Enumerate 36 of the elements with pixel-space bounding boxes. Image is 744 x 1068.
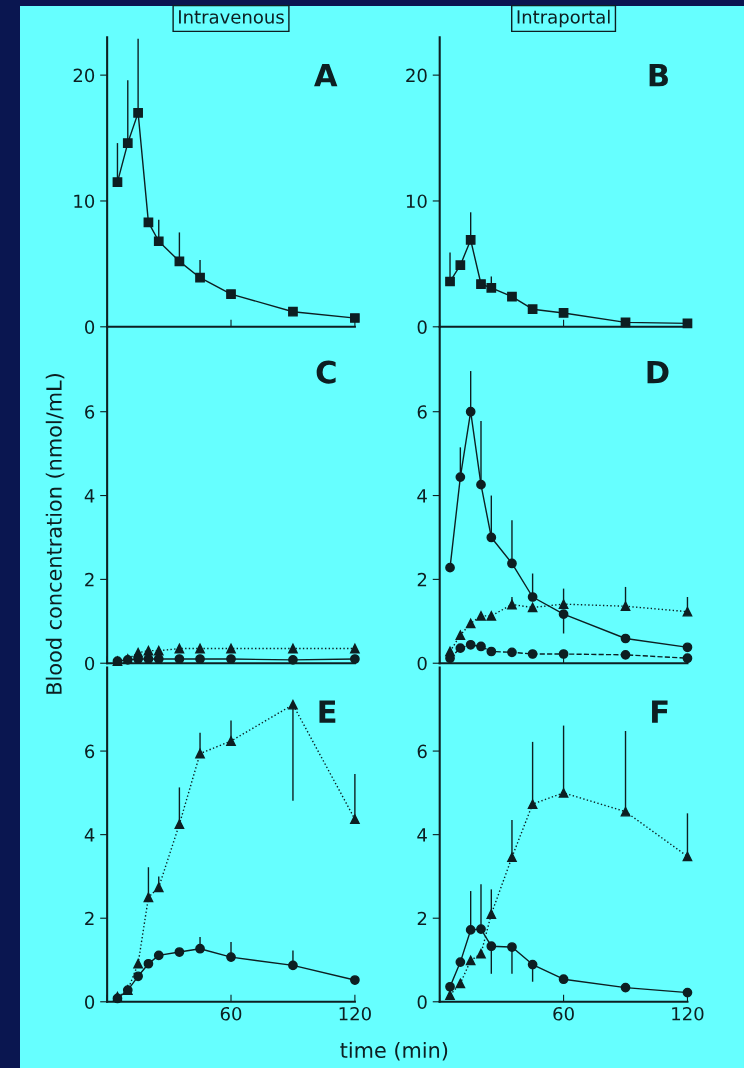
y-tick-label: 6 xyxy=(417,405,427,419)
y-tick-label: 0 xyxy=(85,320,95,334)
x-tick-label: 120 xyxy=(339,1006,371,1021)
y-tick-label: 2 xyxy=(85,572,94,587)
y-tick-label: 0 xyxy=(417,656,427,671)
y-tick-label: 4 xyxy=(417,489,427,503)
y-tick-label: 2 xyxy=(417,572,427,587)
x-tick-label: 120 xyxy=(672,1006,704,1021)
y-tick-label: 6 xyxy=(417,744,427,759)
annotation: F xyxy=(652,700,668,723)
y-tick-label: 0 xyxy=(417,320,427,334)
x-tick-label: 60 xyxy=(220,1006,242,1021)
chart-title: Intravenous xyxy=(179,10,284,24)
y-axis-title: Blood concentration (nmol/mL) xyxy=(45,374,65,694)
chart-title: Intraportal xyxy=(517,9,610,28)
y-tick-label: 0 xyxy=(85,656,95,671)
annotation: A xyxy=(314,64,338,87)
x-tick-label: 60 xyxy=(553,1006,574,1021)
y-tick-label: 2 xyxy=(85,911,94,926)
y-tick-label: 20 xyxy=(406,68,427,83)
y-tick-label: 0 xyxy=(417,995,427,1009)
annotation: B xyxy=(649,64,668,87)
y-tick-label: 6 xyxy=(85,405,95,419)
x-axis-title: time (min) xyxy=(340,1041,448,1061)
y-tick-label: 10 xyxy=(406,194,427,209)
y-tick-label: 4 xyxy=(417,828,427,842)
y-tick-label: 20 xyxy=(73,68,95,83)
y-tick-label: 4 xyxy=(84,489,95,503)
y-tick-label: 4 xyxy=(84,828,95,842)
y-tick-label: 0 xyxy=(85,995,95,1009)
y-tick-label: 10 xyxy=(74,194,95,209)
y-tick-label: 6 xyxy=(85,744,95,759)
annotation: E xyxy=(319,700,336,723)
y-tick-label: 2 xyxy=(417,911,427,926)
annotation: C xyxy=(316,360,336,384)
annotation: D xyxy=(647,360,669,384)
